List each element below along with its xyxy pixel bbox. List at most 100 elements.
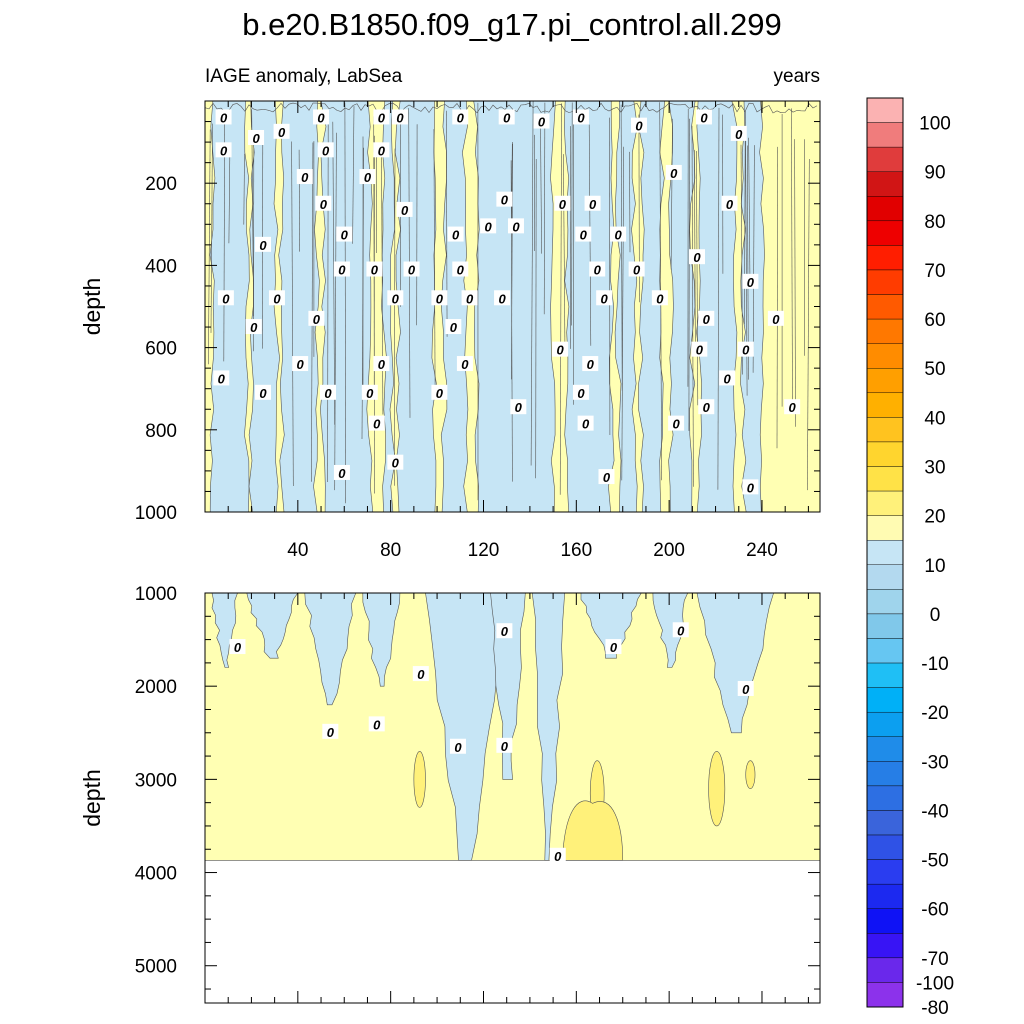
contour-label-bg xyxy=(549,847,566,863)
colorbar-swatch xyxy=(866,294,904,320)
contour-line xyxy=(559,103,562,495)
contour-label: 0 xyxy=(501,739,509,754)
colorbar-label: -20 xyxy=(921,703,948,724)
contour-line xyxy=(381,155,384,415)
contour-line xyxy=(210,123,213,333)
contour-line xyxy=(807,158,810,491)
contour-label-bg xyxy=(361,384,378,400)
colorbar-swatch xyxy=(866,933,904,959)
negative-region xyxy=(362,593,401,687)
contour-label: 0 xyxy=(726,197,734,212)
contour-label: 0 xyxy=(700,110,708,125)
contour-label: 0 xyxy=(297,357,305,372)
contour-label-bg xyxy=(721,195,738,211)
contour-label-bg xyxy=(449,738,466,754)
contour-label-bg xyxy=(461,290,478,306)
contour-label-bg xyxy=(719,370,736,386)
contour-line xyxy=(228,155,231,244)
contour-line xyxy=(563,154,566,343)
chart-title: b.e20.B1850.f09_g17.pi_control.all.299 xyxy=(242,7,782,42)
contour-label: 0 xyxy=(589,197,597,212)
contour-label-bg xyxy=(387,290,404,306)
contour-line xyxy=(298,149,300,252)
contour-label: 0 xyxy=(747,480,755,495)
contour-label: 0 xyxy=(587,357,595,372)
negative-region xyxy=(580,593,642,659)
contour-label: 0 xyxy=(594,263,602,278)
contour-line xyxy=(543,102,546,315)
colorbar-swatch xyxy=(866,368,904,394)
contour-label: 0 xyxy=(503,110,511,125)
contour-line xyxy=(243,153,245,225)
x-tick-label: 120 xyxy=(468,540,500,561)
negative-region xyxy=(740,101,765,512)
negative-region xyxy=(440,101,469,512)
contour-label: 0 xyxy=(656,291,664,306)
contour-field xyxy=(205,593,820,1003)
contour-label-bg xyxy=(577,415,594,431)
colorbar-label: 60 xyxy=(924,310,945,331)
contour-label: 0 xyxy=(378,143,386,158)
contour-label: 0 xyxy=(220,110,228,125)
contour-label-bg xyxy=(554,195,571,211)
contour-line xyxy=(571,102,573,326)
contour-label: 0 xyxy=(457,263,465,278)
contour-label-bg xyxy=(689,249,705,265)
y-tick-label: 5000 xyxy=(135,957,177,978)
contour-label-bg xyxy=(391,109,408,125)
contour-line xyxy=(433,129,436,388)
contour-label: 0 xyxy=(772,312,780,327)
colorbar-label: -80 xyxy=(921,998,948,1019)
contour-label: 0 xyxy=(408,263,416,278)
contour-label: 0 xyxy=(742,682,750,697)
contour-label-bg xyxy=(248,129,265,145)
contour-line xyxy=(717,107,720,490)
contour-label-bg xyxy=(268,290,285,306)
contour-label-bg xyxy=(273,123,290,139)
contour-label: 0 xyxy=(259,386,267,401)
colorbar-swatch xyxy=(866,441,904,467)
contour-label: 0 xyxy=(417,667,425,682)
contour-label-bg xyxy=(296,169,313,185)
contour-line xyxy=(794,139,796,427)
colorbar-label: 90 xyxy=(924,163,945,184)
contour-label: 0 xyxy=(378,357,386,372)
contour-label-bg xyxy=(373,109,390,125)
contour-label: 0 xyxy=(338,263,346,278)
contour-label-bg xyxy=(336,226,353,242)
x-tick-label: 200 xyxy=(653,540,685,561)
contour-label: 0 xyxy=(601,291,609,306)
contour-label: 0 xyxy=(301,170,309,185)
contour-label-bg xyxy=(582,356,599,372)
x-tick-label: 160 xyxy=(560,540,592,561)
contour-label: 0 xyxy=(250,320,258,335)
contour-label: 0 xyxy=(322,143,330,158)
contour-label: 0 xyxy=(317,110,325,125)
contour-label: 0 xyxy=(252,131,260,146)
contour-label: 0 xyxy=(703,312,711,327)
colorbar-swatch xyxy=(866,957,904,983)
contour-label: 0 xyxy=(580,228,588,243)
colorbar-label: -30 xyxy=(921,752,948,773)
contour-label-bg xyxy=(784,399,801,415)
contour-line xyxy=(740,144,743,375)
y-tick-label: 200 xyxy=(145,174,177,195)
contour-label: 0 xyxy=(556,343,564,358)
contour-label: 0 xyxy=(324,386,332,401)
colorbar-swatch xyxy=(866,883,904,909)
y-tick-label: 400 xyxy=(145,256,177,277)
contour-label-bg xyxy=(255,384,272,400)
contour-label: 0 xyxy=(747,275,755,290)
contour-label: 0 xyxy=(512,219,520,234)
contour-label-bg xyxy=(215,109,232,125)
contour-label: 0 xyxy=(672,417,680,432)
contour-label-bg xyxy=(651,290,668,306)
negative-region xyxy=(696,593,774,734)
contour-label-bg xyxy=(366,261,383,277)
colorbar-label: 40 xyxy=(924,408,945,429)
colorbar-label: -50 xyxy=(921,851,948,872)
contour-label-bg xyxy=(572,384,589,400)
contour-label: 0 xyxy=(498,291,506,306)
